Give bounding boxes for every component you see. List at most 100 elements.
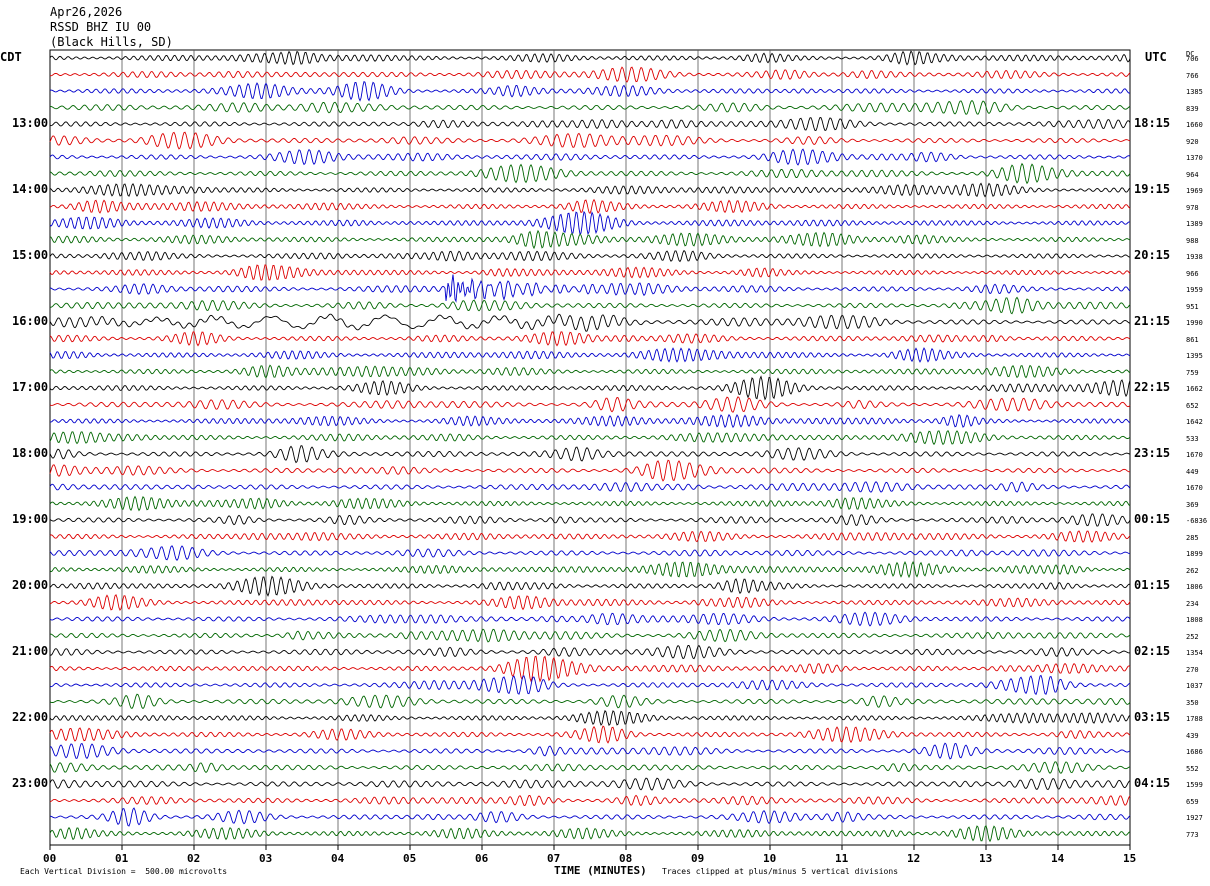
dc-offset-label: 1389 bbox=[1186, 220, 1203, 228]
x-tick-label: 10 bbox=[763, 852, 777, 865]
dc-offset-label: 978 bbox=[1186, 203, 1199, 212]
station-location: (Black Hills, SD) bbox=[50, 35, 173, 49]
trace-line-17 bbox=[49, 331, 1131, 347]
right-hour-label: 23:15 bbox=[1134, 446, 1171, 460]
trace-line-35 bbox=[49, 628, 1131, 643]
trace-line-4 bbox=[49, 116, 1131, 131]
dc-offset-label: 861 bbox=[1186, 335, 1199, 344]
left-hour-label: 23:00 bbox=[12, 776, 49, 790]
dc-offset-label: 369 bbox=[1186, 500, 1199, 509]
dc-offset-label: 966 bbox=[1186, 269, 1199, 278]
dc-offset-label: 533 bbox=[1186, 434, 1199, 443]
right-hour-label: 22:15 bbox=[1134, 380, 1171, 394]
x-tick-label: 11 bbox=[835, 852, 849, 865]
dc-offset-label: 1670 bbox=[1186, 484, 1203, 492]
trace-line-40 bbox=[49, 709, 1131, 727]
trace-line-44 bbox=[49, 777, 1131, 791]
dc-offset-label: 988 bbox=[1186, 236, 1199, 245]
trace-line-24 bbox=[49, 445, 1131, 464]
x-tick-label: 02 bbox=[187, 852, 201, 865]
dc-offset-label: 1385 bbox=[1186, 88, 1203, 96]
x-tick-label: 03 bbox=[259, 852, 273, 865]
left-hour-label: 15:00 bbox=[12, 248, 49, 262]
right-hour-label: 18:15 bbox=[1134, 116, 1171, 130]
dc-offset-label: 766 bbox=[1186, 71, 1199, 80]
plot-frame bbox=[49, 49, 1131, 846]
x-tick-label: 05 bbox=[403, 852, 417, 865]
dc-offset-label: 1938 bbox=[1186, 253, 1203, 261]
trace-line-26 bbox=[49, 481, 1131, 493]
dc-offset-label: 1662 bbox=[1186, 385, 1203, 393]
dc-offset-label: 252 bbox=[1186, 632, 1199, 641]
dc-offset-label: 270 bbox=[1186, 665, 1199, 674]
dc-offset-label: 1990 bbox=[1186, 319, 1203, 327]
trace-line-15 bbox=[49, 296, 1131, 315]
trace-line-13 bbox=[49, 264, 1131, 281]
left-hour-label: 20:00 bbox=[12, 578, 49, 592]
trace-line-47 bbox=[49, 825, 1131, 843]
trace-line-36 bbox=[49, 644, 1131, 660]
right-hour-label: 01:15 bbox=[1134, 578, 1171, 592]
trace-line-28 bbox=[49, 513, 1131, 527]
dc-offset-label: 1927 bbox=[1186, 814, 1203, 822]
trace-line-34 bbox=[49, 611, 1131, 627]
dc-offset-label: 1642 bbox=[1186, 418, 1203, 426]
trace-line-39 bbox=[49, 693, 1131, 710]
dc-offset-label: 552 bbox=[1186, 764, 1199, 773]
x-tick-label: 07 bbox=[547, 852, 561, 865]
trace-line-45 bbox=[49, 794, 1131, 807]
trace-line-33 bbox=[49, 593, 1131, 612]
x-tick-label: 13 bbox=[979, 852, 993, 865]
left-hour-label: 21:00 bbox=[12, 644, 49, 658]
trace-line-38 bbox=[49, 674, 1131, 696]
dc-offset-label: 706 bbox=[1186, 55, 1199, 63]
dc-offset-label: 773 bbox=[1186, 830, 1199, 839]
trace-line-8 bbox=[49, 182, 1131, 198]
scale-note: Each Vertical Division = 500.00 microvol… bbox=[20, 867, 228, 876]
x-tick-label: 04 bbox=[331, 852, 345, 865]
trace-line-18 bbox=[49, 347, 1131, 363]
x-tick-label: 06 bbox=[475, 852, 489, 865]
trace-line-2 bbox=[49, 81, 1131, 102]
trace-line-21 bbox=[49, 396, 1131, 413]
right-hour-label: 19:15 bbox=[1134, 182, 1171, 196]
trace-line-5 bbox=[49, 131, 1131, 150]
dc-offset-label: 839 bbox=[1186, 104, 1199, 113]
x-tick-label: 15 bbox=[1123, 852, 1137, 865]
trace-line-22 bbox=[50, 413, 1131, 429]
trace-line-31 bbox=[49, 561, 1131, 579]
trace-line-23 bbox=[49, 429, 1131, 446]
left-timezone-label: CDT bbox=[0, 50, 22, 64]
dc-offset-label: 449 bbox=[1186, 467, 1199, 476]
trace-line-0 bbox=[49, 50, 1131, 66]
x-tick-label: 09 bbox=[691, 852, 705, 865]
trace-line-16 bbox=[49, 313, 1131, 332]
right-timezone-label: UTC bbox=[1145, 50, 1167, 64]
dc-offset-label: 1660 bbox=[1186, 121, 1203, 129]
trace-line-10 bbox=[49, 210, 1130, 236]
right-hour-label: 02:15 bbox=[1134, 644, 1171, 658]
trace-line-6 bbox=[49, 148, 1131, 166]
right-hour-label: 21:15 bbox=[1134, 314, 1171, 328]
left-hour-label: 18:00 bbox=[12, 446, 49, 460]
trace-line-46 bbox=[49, 807, 1131, 827]
dc-column-header: DC bbox=[1186, 50, 1195, 58]
right-hour-label: 03:15 bbox=[1134, 710, 1171, 724]
trace-line-42 bbox=[49, 742, 1131, 760]
trace-line-37 bbox=[49, 655, 1131, 683]
right-hour-label: 20:15 bbox=[1134, 248, 1171, 262]
trace-line-12 bbox=[49, 249, 1131, 263]
trace-line-32 bbox=[49, 575, 1131, 597]
trace-line-20 bbox=[49, 375, 1131, 401]
trace-line-19 bbox=[49, 364, 1131, 379]
trace-line-1 bbox=[49, 66, 1131, 83]
dc-offset-label: 1670 bbox=[1186, 451, 1203, 459]
trace-line-41 bbox=[49, 725, 1131, 744]
trace-line-29 bbox=[49, 530, 1131, 543]
dc-offset-label: 1806 bbox=[1186, 583, 1203, 591]
left-hour-label: 19:00 bbox=[12, 512, 49, 526]
x-tick-label: 01 bbox=[115, 852, 129, 865]
left-hour-label: 22:00 bbox=[12, 710, 49, 724]
dc-offset-label: 1788 bbox=[1186, 715, 1203, 723]
